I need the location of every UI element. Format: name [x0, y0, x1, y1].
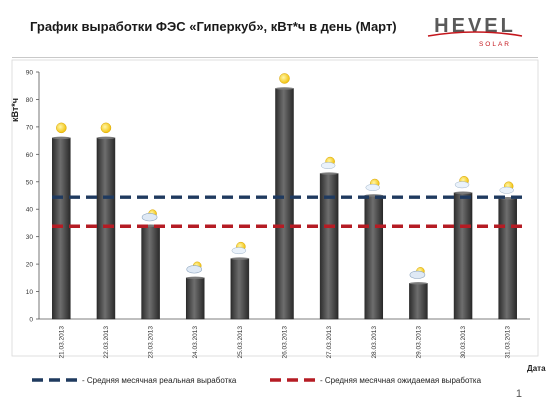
partly-cloudy-icon: [320, 156, 336, 169]
partly-cloudy-icon: [454, 176, 470, 189]
page-number: 1: [515, 388, 522, 400]
title-divider: [12, 57, 538, 58]
cloudy-icon: [186, 261, 203, 274]
x-tick-label: 30.03.2013: [460, 326, 467, 359]
legend-label: - Средняя месячная реальная выработка: [82, 376, 237, 385]
y-tick-label: 70: [26, 124, 34, 131]
bar: [141, 225, 160, 320]
partly-cloudy-icon: [499, 181, 514, 194]
y-tick-label: 0: [29, 317, 33, 324]
y-tick-label: 50: [26, 179, 34, 186]
x-tick-label: 28.03.2013: [371, 326, 378, 359]
x-tick-label: 24.03.2013: [192, 326, 199, 359]
legend-label: - Средняя месячная ожидаемая выработка: [320, 376, 482, 385]
x-tick-label: 26.03.2013: [282, 326, 289, 359]
bar: [230, 258, 250, 320]
y-tick-label: 80: [26, 97, 34, 104]
x-axis-label: Дата: [527, 364, 546, 373]
plot-frame: [11, 59, 539, 357]
y-tick-label: 20: [26, 262, 34, 269]
logo-brand-text: HEVEL: [434, 15, 516, 37]
x-tick-label: 22.03.2013: [103, 326, 110, 359]
bar: [409, 283, 428, 320]
bar-top-cap: [186, 276, 205, 280]
logo-swoosh: [427, 31, 523, 37]
bar: [96, 137, 116, 320]
bar-top-cap: [275, 87, 294, 90]
bar-top-cap: [454, 191, 473, 194]
hevel-solar-logo: HEVEL SOLAR: [427, 15, 523, 48]
x-tick-label: 21.03.2013: [58, 326, 65, 359]
sun-icon: [56, 122, 67, 134]
cloudy-icon: [409, 267, 426, 279]
bar-top-cap: [52, 136, 71, 140]
bar: [364, 195, 384, 320]
y-tick-label: 40: [26, 207, 34, 214]
bar: [275, 88, 294, 320]
sun-icon: [100, 122, 112, 134]
sun-icon: [279, 73, 290, 84]
partly-cloudy-icon: [365, 178, 381, 191]
y-tick-label: 30: [26, 234, 34, 241]
chart-title: График выработки ФЭС «Гиперкуб», кВт*ч в…: [30, 19, 397, 34]
bar-top-cap: [320, 172, 339, 175]
logo-sub-text: SOLAR: [479, 41, 511, 48]
bar: [453, 192, 473, 320]
bar: [498, 197, 517, 320]
x-tick-label: 29.03.2013: [415, 326, 422, 359]
y-axis-label: кВт*ч: [10, 98, 20, 122]
y-tick-label: 60: [26, 152, 34, 159]
partly-cloudy-icon: [231, 241, 247, 255]
bar: [52, 137, 71, 320]
y-tick-label: 90: [26, 70, 34, 77]
bar-top-cap: [96, 136, 115, 140]
bar: [319, 173, 339, 320]
x-tick-label: 25.03.2013: [237, 326, 244, 359]
bar-top-cap: [230, 257, 249, 260]
y-tick-label: 10: [26, 289, 34, 296]
x-tick-label: 31.03.2013: [505, 326, 512, 359]
bar-top-cap: [409, 282, 428, 285]
cloudy-icon: [141, 209, 158, 222]
x-tick-label: 27.03.2013: [326, 326, 333, 359]
x-tick-label: 23.03.2013: [148, 326, 155, 359]
bar: [185, 277, 205, 320]
